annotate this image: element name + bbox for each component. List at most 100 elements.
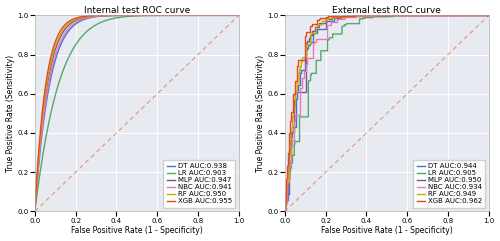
NBC AUC:0.941 bbox=[216, 14, 222, 17]
XGB AUC:0.962 bbox=[288, 129, 294, 132]
XGB AUC:0.962 bbox=[307, 24, 313, 27]
XGB AUC:0.955 bbox=[208, 14, 214, 17]
Line: MLP AUC:0.947: MLP AUC:0.947 bbox=[35, 15, 239, 211]
MLP AUC:0.950 bbox=[291, 131, 297, 134]
DT AUC:0.944 bbox=[282, 199, 288, 202]
RF AUC:0.949 bbox=[292, 107, 298, 109]
Title: External test ROC curve: External test ROC curve bbox=[332, 6, 442, 14]
MLP AUC:0.947 bbox=[152, 14, 158, 17]
RF AUC:0.950 bbox=[218, 14, 224, 17]
NBC AUC:0.941 bbox=[154, 14, 160, 17]
MLP AUC:0.947 bbox=[236, 14, 242, 17]
LR AUC:0.903 bbox=[154, 14, 160, 17]
RF AUC:0.950 bbox=[32, 210, 38, 213]
LR AUC:0.905 bbox=[286, 179, 292, 182]
NBC AUC:0.934 bbox=[304, 57, 310, 60]
NBC AUC:0.934 bbox=[374, 14, 380, 17]
Line: XGB AUC:0.955: XGB AUC:0.955 bbox=[35, 15, 239, 211]
LR AUC:0.903 bbox=[32, 210, 38, 213]
LR AUC:0.905 bbox=[342, 25, 347, 28]
NBC AUC:0.934 bbox=[289, 145, 295, 148]
LR AUC:0.905 bbox=[282, 210, 288, 213]
NBC AUC:0.941 bbox=[220, 14, 226, 17]
NBC AUC:0.934 bbox=[282, 210, 288, 213]
RF AUC:0.950 bbox=[32, 199, 38, 202]
MLP AUC:0.950 bbox=[371, 14, 377, 17]
DT AUC:0.938 bbox=[32, 210, 38, 213]
MLP AUC:0.950 bbox=[486, 14, 492, 17]
RF AUC:0.949 bbox=[290, 107, 296, 109]
RF AUC:0.949 bbox=[297, 66, 303, 69]
Line: LR AUC:0.905: LR AUC:0.905 bbox=[285, 15, 489, 211]
Line: MLP AUC:0.950: MLP AUC:0.950 bbox=[285, 15, 489, 211]
DT AUC:0.938 bbox=[204, 14, 210, 17]
LR AUC:0.905 bbox=[486, 14, 492, 17]
XGB AUC:0.955 bbox=[218, 14, 224, 17]
XGB AUC:0.955 bbox=[156, 14, 162, 17]
XGB AUC:0.962 bbox=[486, 14, 492, 17]
XGB AUC:0.955 bbox=[32, 198, 38, 201]
MLP AUC:0.947 bbox=[204, 14, 210, 17]
Line: XGB AUC:0.962: XGB AUC:0.962 bbox=[285, 15, 489, 211]
NBC AUC:0.941 bbox=[156, 14, 162, 17]
DT AUC:0.944 bbox=[293, 97, 299, 100]
Line: NBC AUC:0.934: NBC AUC:0.934 bbox=[285, 15, 489, 211]
Line: RF AUC:0.949: RF AUC:0.949 bbox=[285, 15, 489, 211]
Y-axis label: True Positive Rate (Sensitivity): True Positive Rate (Sensitivity) bbox=[6, 55, 15, 172]
MLP AUC:0.947 bbox=[32, 199, 38, 202]
XGB AUC:0.962 bbox=[288, 111, 294, 114]
LR AUC:0.905 bbox=[286, 179, 292, 182]
RF AUC:0.949 bbox=[326, 18, 332, 20]
LR AUC:0.903 bbox=[236, 14, 242, 17]
MLP AUC:0.947 bbox=[154, 14, 160, 17]
RF AUC:0.950 bbox=[156, 14, 162, 17]
LR AUC:0.903 bbox=[152, 14, 158, 17]
DT AUC:0.938 bbox=[32, 201, 38, 204]
NBC AUC:0.941 bbox=[152, 14, 158, 17]
DT AUC:0.938 bbox=[216, 14, 222, 17]
DT AUC:0.938 bbox=[156, 14, 162, 17]
Line: LR AUC:0.903: LR AUC:0.903 bbox=[35, 15, 239, 211]
LR AUC:0.905 bbox=[292, 143, 298, 146]
MLP AUC:0.950 bbox=[306, 36, 312, 39]
MLP AUC:0.947 bbox=[156, 14, 162, 17]
RF AUC:0.949 bbox=[282, 210, 288, 213]
RF AUC:0.950 bbox=[212, 14, 218, 17]
LR AUC:0.903 bbox=[156, 14, 162, 17]
MLP AUC:0.947 bbox=[218, 14, 224, 17]
MLP AUC:0.950 bbox=[380, 14, 386, 17]
DT AUC:0.944 bbox=[314, 32, 320, 35]
Line: DT AUC:0.944: DT AUC:0.944 bbox=[285, 15, 489, 211]
RF AUC:0.950 bbox=[152, 14, 158, 17]
RF AUC:0.950 bbox=[204, 14, 210, 17]
XGB AUC:0.962 bbox=[282, 210, 288, 213]
DT AUC:0.944 bbox=[282, 210, 288, 213]
XGB AUC:0.955 bbox=[32, 210, 38, 213]
RF AUC:0.950 bbox=[236, 14, 242, 17]
DT AUC:0.938 bbox=[152, 14, 158, 17]
XGB AUC:0.955 bbox=[236, 14, 242, 17]
LR AUC:0.903 bbox=[234, 14, 240, 17]
Line: DT AUC:0.938: DT AUC:0.938 bbox=[35, 15, 239, 211]
LR AUC:0.903 bbox=[204, 14, 210, 17]
XGB AUC:0.955 bbox=[152, 14, 158, 17]
RF AUC:0.949 bbox=[332, 17, 338, 20]
LR AUC:0.905 bbox=[285, 193, 291, 196]
X-axis label: False Positive Rate (1 - Specificity): False Positive Rate (1 - Specificity) bbox=[321, 227, 452, 235]
MLP AUC:0.947 bbox=[216, 14, 222, 17]
NBC AUC:0.941 bbox=[236, 14, 242, 17]
RF AUC:0.950 bbox=[154, 14, 160, 17]
RF AUC:0.949 bbox=[486, 14, 492, 17]
MLP AUC:0.950 bbox=[291, 101, 297, 104]
NBC AUC:0.941 bbox=[32, 200, 38, 203]
MLP AUC:0.947 bbox=[32, 210, 38, 213]
Y-axis label: True Positive Rate (Sensitivity): True Positive Rate (Sensitivity) bbox=[256, 55, 264, 172]
X-axis label: False Positive Rate (1 - Specificity): False Positive Rate (1 - Specificity) bbox=[71, 227, 202, 235]
NBC AUC:0.934 bbox=[292, 119, 298, 122]
Legend: DT AUC:0.944, LR AUC:0.905, MLP AUC:0.950, NBC AUC:0.934, RF AUC:0.949, XGB AUC:: DT AUC:0.944, LR AUC:0.905, MLP AUC:0.95… bbox=[413, 160, 486, 208]
NBC AUC:0.941 bbox=[32, 210, 38, 213]
NBC AUC:0.934 bbox=[370, 14, 376, 17]
Legend: DT AUC:0.938, LR AUC:0.903, MLP AUC:0.947, NBC AUC:0.941, RF AUC:0.950, XGB AUC:: DT AUC:0.938, LR AUC:0.903, MLP AUC:0.94… bbox=[163, 160, 236, 208]
DT AUC:0.944 bbox=[285, 171, 291, 174]
Title: Internal test ROC curve: Internal test ROC curve bbox=[84, 6, 190, 14]
